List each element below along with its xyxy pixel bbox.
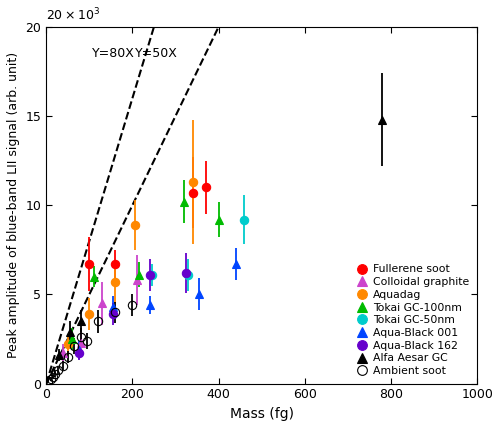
- Legend: Fullerene soot, Colloidal graphite, Aquadag, Tokai GC-100nm, Tokai GC-50nm, Aqua: Fullerene soot, Colloidal graphite, Aqua…: [352, 260, 474, 380]
- Text: $20\times10^{3}$: $20\times10^{3}$: [46, 7, 100, 23]
- Text: Y=80X: Y=80X: [92, 47, 134, 60]
- X-axis label: Mass (fg): Mass (fg): [230, 407, 294, 421]
- Text: Y=50X: Y=50X: [134, 47, 178, 60]
- Y-axis label: Peak amplitude of blue-band LII signal (arb. unit): Peak amplitude of blue-band LII signal (…: [7, 52, 20, 358]
